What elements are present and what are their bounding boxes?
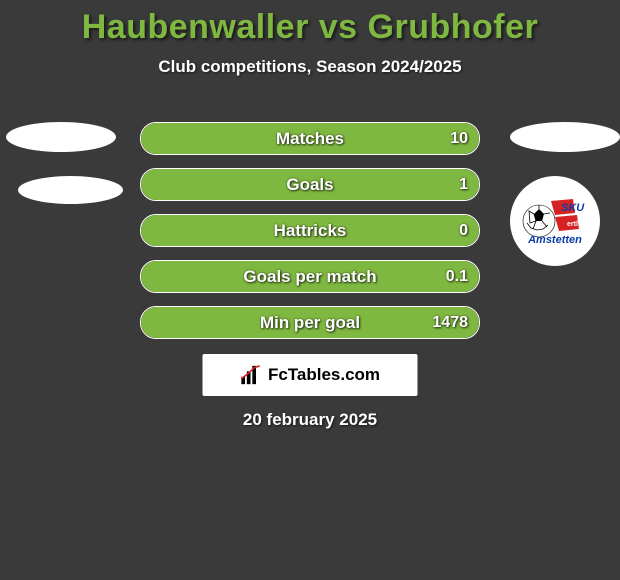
right-ellipse: [510, 122, 620, 152]
date-label: 20 february 2025: [243, 410, 377, 430]
stat-label: Goals per match: [243, 267, 376, 287]
stat-row: Matches 10: [140, 122, 480, 155]
stat-label: Min per goal: [260, 313, 360, 333]
stat-value: 10: [450, 130, 468, 148]
stat-value: 0.1: [446, 268, 468, 286]
stat-row: Min per goal 1478: [140, 306, 480, 339]
stat-label: Goals: [286, 175, 333, 195]
club-badge: SKU ertl glas Amstetten: [510, 176, 600, 266]
stat-label: Hattricks: [274, 221, 347, 241]
club-badge-icon: SKU ertl glas Amstetten: [515, 181, 595, 261]
subtitle: Club competitions, Season 2024/2025: [0, 57, 620, 77]
left-ellipse-1: [6, 122, 116, 152]
stat-row: Goals 1: [140, 168, 480, 201]
stat-row: Hattricks 0: [140, 214, 480, 247]
stat-value: 1478: [432, 314, 468, 332]
left-ellipse-2: [18, 176, 123, 204]
svg-text:ertl glas: ertl glas: [567, 221, 594, 228]
stat-row: Goals per match 0.1: [140, 260, 480, 293]
stat-value: 1: [459, 176, 468, 194]
stat-value: 0: [459, 222, 468, 240]
page-title: Haubenwaller vs Grubhofer: [0, 0, 620, 47]
stat-label: Matches: [276, 129, 344, 149]
bar-chart-icon: [240, 364, 262, 386]
stats-bars: Matches 10 Goals 1 Hattricks 0 Goals per match…: [140, 122, 480, 352]
svg-text:Amstetten: Amstetten: [527, 234, 582, 246]
fctables-logo: FcTables.com: [203, 354, 418, 396]
logo-text: FcTables.com: [268, 365, 380, 385]
svg-text:SKU: SKU: [561, 202, 585, 214]
